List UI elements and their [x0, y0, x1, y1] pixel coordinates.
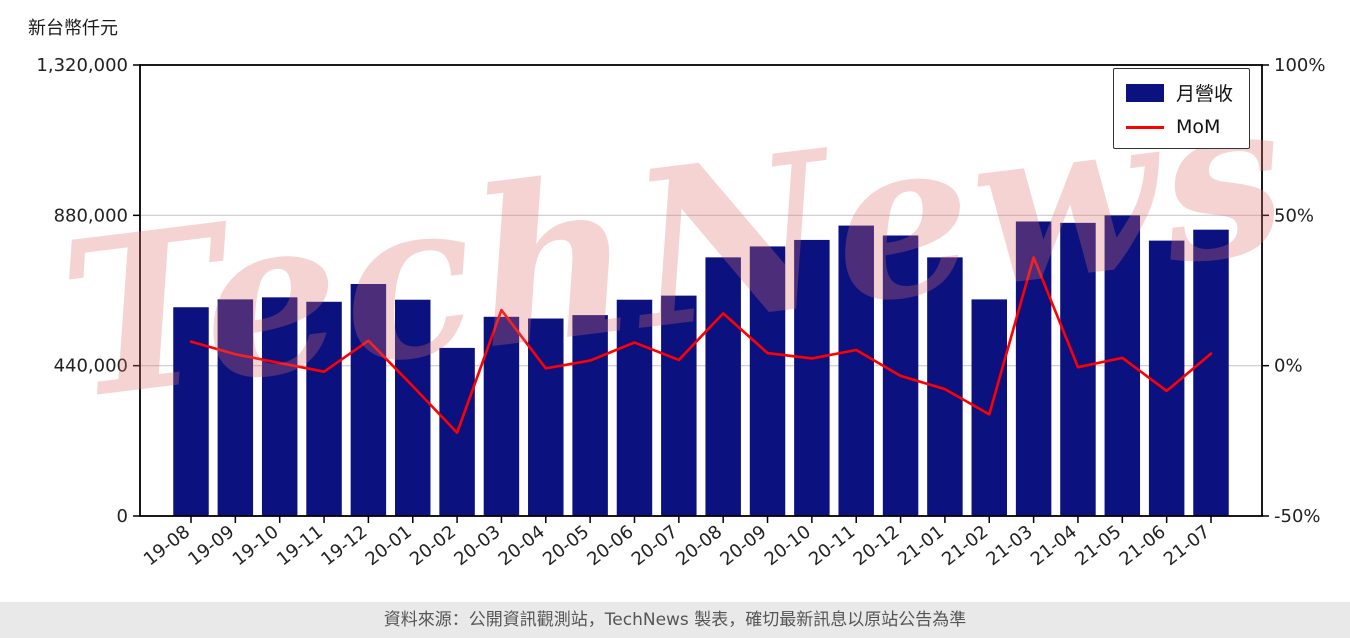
- revenue-bar: [705, 257, 741, 516]
- revenue-bar: [1148, 240, 1185, 516]
- legend-item-mom: MoM: [1125, 116, 1233, 138]
- x-tick-label: 20-11: [805, 521, 859, 570]
- x-tick-label: 19-11: [273, 521, 327, 570]
- x-tick-label: 20-04: [495, 521, 549, 570]
- x-tick-label: 20-02: [406, 521, 460, 570]
- source-footer: 資料來源：公開資訊觀測站，TechNews 製表，確切最新訊息以原站公告為準: [0, 602, 1350, 638]
- x-tick-label: 19-08: [140, 521, 194, 570]
- revenue-bars: [173, 215, 1229, 517]
- x-tick-label: 21-07: [1160, 521, 1214, 570]
- revenue-bar: [1060, 222, 1096, 516]
- revenue-bar: [1193, 229, 1229, 516]
- x-tick-label: 20-09: [716, 521, 770, 570]
- x-tick-label: 19-09: [184, 521, 238, 570]
- x-tick-label: 21-02: [938, 521, 992, 570]
- left-tick-label: 440,000: [54, 356, 128, 377]
- x-tick-label: 20-03: [450, 521, 504, 570]
- left-tick-label: 0: [117, 506, 128, 527]
- x-tick-label: 21-03: [983, 521, 1037, 570]
- right-axis: -50% 0% 50% 100%: [1262, 55, 1325, 527]
- revenue-bar-swatch: [1125, 83, 1164, 102]
- revenue-bar: [572, 315, 608, 516]
- revenue-bar: [217, 299, 254, 516]
- revenue-bar: [1015, 221, 1052, 516]
- x-tick-label: 20-05: [539, 521, 593, 570]
- x-tick-label: 20-06: [583, 521, 637, 570]
- x-tick-label: 21-06: [1116, 521, 1170, 570]
- revenue-mom-chart: 0 440,000 880,000 1,320,000 -50% 0% 50% 100% 19-…: [36, 55, 1325, 570]
- revenue-bar: [616, 299, 653, 516]
- x-axis: 19-0819-0919-1019-1119-1220-0120-0220-03…: [140, 516, 1214, 570]
- revenue-bar: [661, 295, 697, 516]
- revenue-bar: [749, 246, 786, 517]
- revenue-bar: [528, 318, 564, 516]
- mom-line: [189, 256, 1213, 435]
- left-axis-title: 新台幣仟元: [28, 18, 118, 39]
- x-tick-label: 21-04: [1027, 521, 1081, 570]
- x-tick-label: 20-12: [849, 521, 903, 570]
- revenue-bar: [483, 316, 520, 516]
- right-tick-label: 0%: [1274, 356, 1303, 377]
- x-tick-label: 21-05: [1071, 521, 1125, 570]
- right-tick-label: -50%: [1274, 506, 1321, 527]
- x-tick-label: 19-12: [317, 521, 371, 570]
- x-tick-label: 20-08: [672, 521, 726, 570]
- plot-frame: [139, 64, 1263, 517]
- revenue-bar: [306, 301, 342, 516]
- x-tick-label: 21-01: [894, 521, 948, 570]
- revenue-bar: [794, 239, 830, 516]
- revenue-bar: [173, 307, 209, 516]
- x-tick-label: 19-10: [229, 521, 283, 570]
- mom-line-swatch: [1125, 125, 1164, 129]
- left-tick-label: 1,320,000: [36, 55, 128, 76]
- legend-label-mom: MoM: [1175, 116, 1221, 138]
- revenue-bar: [261, 297, 298, 516]
- revenue-bar: [838, 225, 874, 517]
- left-axis: 0 440,000 880,000 1,320,000: [36, 55, 140, 527]
- revenue-bar: [395, 299, 431, 516]
- legend: 月營收 MoM: [1112, 68, 1250, 149]
- x-tick-label: 20-01: [362, 521, 416, 570]
- legend-item-revenue: 月營收: [1125, 79, 1233, 106]
- right-tick-label: 50%: [1274, 205, 1314, 226]
- left-tick-label: 880,000: [54, 205, 128, 226]
- x-tick-label: 20-07: [628, 521, 682, 570]
- x-tick-label: 20-10: [761, 521, 815, 570]
- legend-label-revenue: 月營收: [1175, 83, 1233, 105]
- revenue-bar: [350, 284, 387, 516]
- right-tick-label: 100%: [1274, 55, 1325, 76]
